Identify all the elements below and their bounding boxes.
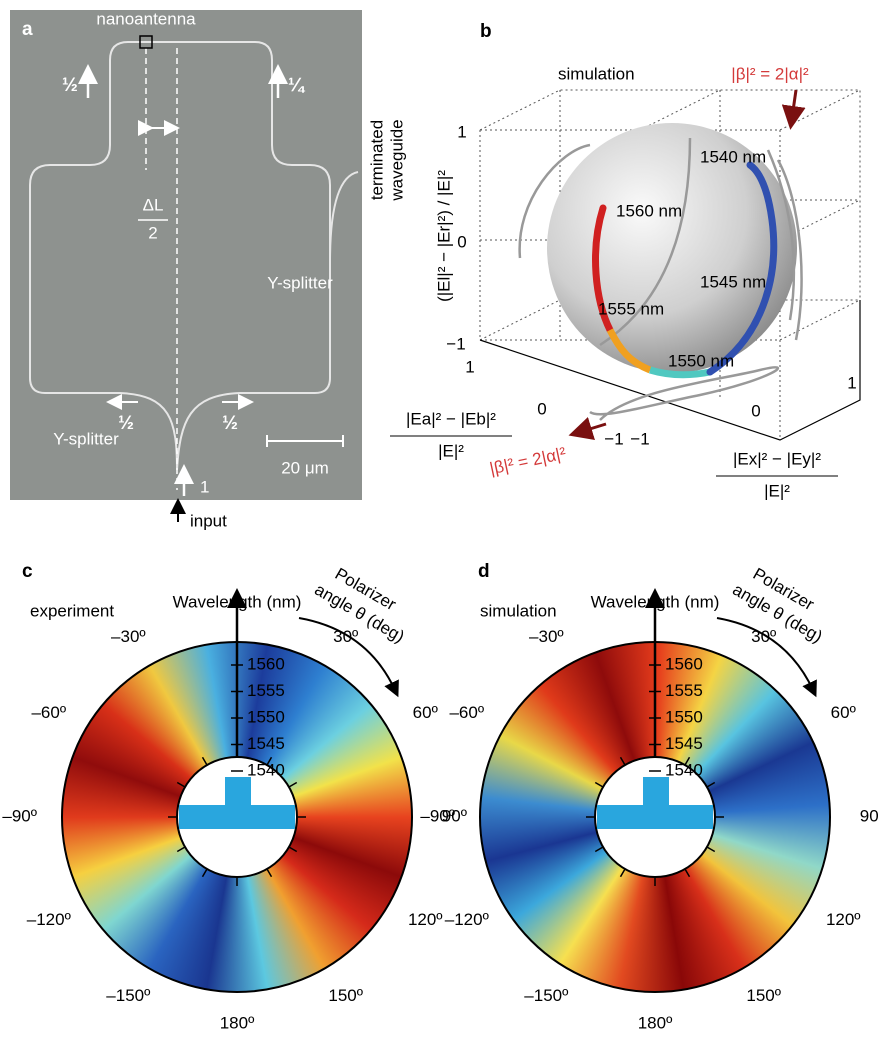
wavelength-label: 1540 nm	[700, 147, 766, 166]
icon-slab	[179, 805, 295, 829]
tick	[203, 869, 208, 877]
scale-label: 20 μm	[281, 458, 329, 477]
angle-label: –30º	[529, 627, 564, 646]
panel-label: c	[22, 561, 33, 582]
axis-label: |Ex|² − |Ey|²	[733, 449, 821, 468]
tick-label: 1	[457, 122, 466, 141]
axis-label: |Ea|² − |Eb|²	[406, 409, 496, 428]
tick	[595, 847, 603, 852]
tick-label: −1	[630, 429, 649, 448]
tick	[707, 783, 715, 788]
angle-label: 180º	[638, 1013, 673, 1032]
figure-svg: a nanoantenna ½ ¼ ΔL 2 terminated wavegu…	[0, 0, 878, 1039]
tick	[267, 869, 272, 877]
label: ΔL	[143, 195, 164, 214]
angle-label: 60º	[831, 703, 856, 722]
tick-label: 0	[537, 399, 546, 418]
label: Y-splitter	[267, 273, 333, 292]
tick	[177, 783, 185, 788]
axis-label: Wavelength (nm)	[591, 592, 720, 611]
radial-tick-label: 1560	[665, 654, 703, 673]
wavelength-label: 1550 nm	[668, 351, 734, 370]
tick-label: 1	[465, 357, 474, 376]
panel-d: 1560155515501545154030º60º90º120º150º180…	[420, 561, 878, 1032]
label: terminated	[367, 120, 386, 200]
label: waveguide	[387, 119, 406, 201]
wavelength-label: 1560 nm	[616, 201, 682, 220]
axis-label: |E|²	[438, 441, 464, 460]
fraction: ½	[222, 413, 238, 434]
angle-label: 150º	[746, 986, 781, 1005]
angle-label: –60º	[449, 703, 484, 722]
tick	[595, 783, 603, 788]
fraction: ½	[118, 413, 134, 434]
angle-label: –90º	[2, 806, 37, 825]
tick-label: 1	[847, 373, 856, 392]
panel-c: 1560155515501545154030º60º90º120º150º180…	[2, 561, 467, 1032]
radial-tick-label: 1550	[247, 707, 285, 726]
radial-tick-label: 1560	[247, 654, 285, 673]
radial-tick-label: 1540	[665, 760, 703, 779]
radial-tick-label: 1540	[247, 760, 285, 779]
angle-label: 180º	[220, 1013, 255, 1032]
arrow	[580, 424, 606, 432]
icon-ridge	[225, 777, 251, 807]
figure: a nanoantenna ½ ¼ ΔL 2 terminated wavegu…	[0, 0, 878, 1039]
tick	[707, 847, 715, 852]
tick-label: 0	[751, 401, 760, 420]
panel-label: d	[478, 561, 490, 582]
label: simulation	[558, 64, 635, 83]
wavelength-label: 1545 nm	[700, 272, 766, 291]
panel-a: a nanoantenna ½ ¼ ΔL 2 terminated wavegu…	[10, 9, 406, 530]
tick	[289, 847, 297, 852]
axis-label: Wavelength (nm)	[173, 592, 302, 611]
tick-label: 0	[457, 232, 466, 251]
label: 2	[148, 223, 157, 242]
fraction: 1	[200, 477, 209, 496]
angle-label: –150º	[106, 986, 150, 1005]
icon-slab	[597, 805, 713, 829]
icon-ridge	[643, 777, 669, 807]
axis-label: (|El|² − |Er|²) / |E|²	[434, 170, 453, 302]
angle-label: 150º	[328, 986, 363, 1005]
label: nanoantenna	[96, 9, 196, 28]
fraction: ½	[62, 75, 78, 96]
radial-tick-label: 1550	[665, 707, 703, 726]
panel-b: b simulation |β|² = 2|α|² |β|² = 2|α|² (…	[390, 21, 860, 500]
angle-label: –30º	[111, 627, 146, 646]
tick	[621, 869, 626, 877]
angle-label: –90º	[420, 806, 455, 825]
radial-tick-label: 1555	[665, 681, 703, 700]
radial-tick-label: 1555	[247, 681, 285, 700]
panel-label: a	[22, 19, 33, 40]
tick-label: −1	[604, 429, 623, 448]
wavelength-label: 1555 nm	[598, 299, 664, 318]
angle-label: 60º	[413, 703, 438, 722]
panel-label: b	[480, 21, 492, 42]
angle-label: –120º	[445, 910, 489, 929]
tick	[289, 783, 297, 788]
axis-label: |E|²	[764, 481, 790, 500]
fraction: ¼	[288, 75, 306, 96]
annotation: |β|² = 2|α|²	[731, 64, 809, 83]
arrow	[792, 90, 796, 118]
tick	[177, 847, 185, 852]
angle-label: 90º	[860, 806, 878, 825]
radial-tick-label: 1545	[665, 734, 703, 753]
tick	[685, 869, 690, 877]
angle-label: –120º	[27, 910, 71, 929]
tick	[203, 757, 208, 765]
label: Y-splitter	[53, 429, 119, 448]
mode-label: simulation	[480, 601, 557, 620]
tick-label: −1	[446, 334, 465, 353]
mode-label: experiment	[30, 601, 114, 620]
angle-label: –150º	[524, 986, 568, 1005]
label: input	[190, 511, 227, 530]
angle-label: –60º	[31, 703, 66, 722]
tick	[621, 757, 626, 765]
angle-label: 120º	[408, 910, 443, 929]
radial-tick-label: 1545	[247, 734, 285, 753]
annotation: |β|² = 2|α|²	[488, 444, 568, 479]
angle-label: 120º	[826, 910, 861, 929]
